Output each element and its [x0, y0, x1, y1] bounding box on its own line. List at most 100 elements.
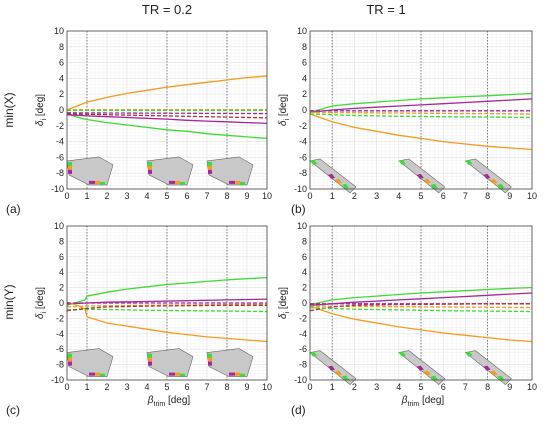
control-surface-magenta: [328, 365, 335, 371]
y-tick-label: -10: [51, 375, 64, 385]
control-surface-green: [430, 183, 438, 189]
x-tick-label: 7: [463, 382, 468, 392]
x-tick-label: 1: [84, 382, 89, 392]
x-tick-label: 2: [104, 382, 109, 392]
y-tick-label: 4: [302, 267, 307, 277]
x-tick-label: 10: [527, 191, 537, 201]
x-tick-label: 3: [374, 382, 379, 392]
x-tick-label: 0: [64, 191, 69, 201]
x-tick-label: 0: [307, 191, 312, 201]
x-tick-label: 5: [164, 191, 169, 201]
x-tick-label: 2: [352, 191, 357, 201]
y-tick-label: -4: [56, 137, 64, 147]
y-tick-label: -6: [56, 152, 64, 162]
y-tick-label: -6: [56, 344, 64, 354]
control-surface-magenta: [68, 361, 72, 366]
y-tick-label: -2: [56, 121, 64, 131]
axes-frame: [66, 30, 268, 190]
control-surface-magenta: [483, 365, 491, 371]
control-surface-orange: [95, 372, 100, 376]
y-tick-label: 8: [59, 236, 64, 246]
wing-inset: [66, 156, 114, 186]
x-tick-label: 5: [418, 382, 423, 392]
series-line-darkred-dashed: [309, 303, 532, 312]
control-surface-green: [148, 353, 152, 358]
control-surface-magenta: [89, 372, 95, 376]
y-tick-label: 10: [54, 26, 64, 36]
x-tick-label: 0: [307, 382, 312, 392]
y-tick-label: -6: [299, 344, 307, 354]
y-tick-label: -2: [299, 313, 307, 323]
x-tick-label: 6: [184, 191, 189, 201]
control-surface-orange: [490, 178, 498, 184]
control-surface-green: [398, 159, 406, 165]
series-line-green: [66, 276, 268, 306]
series-line-magenta: [66, 114, 268, 125]
x-tick-label: 9: [244, 191, 249, 201]
control-surface-orange: [423, 370, 431, 376]
axes-frame: [66, 225, 268, 381]
x-tick-label: 10: [527, 382, 537, 392]
control-surface-green: [240, 181, 245, 185]
y-tick-label: 10: [297, 221, 307, 231]
x-tick-label: 10: [262, 191, 272, 201]
control-surface-orange: [235, 372, 240, 376]
control-surface-magenta: [483, 173, 491, 179]
wing-shape: [146, 156, 194, 186]
panel-label-b: (b): [291, 202, 306, 216]
series-line-orange: [309, 305, 533, 343]
control-surface-green: [180, 181, 185, 185]
control-surface-magenta: [208, 169, 212, 174]
y-tick-label: 6: [302, 58, 307, 68]
control-surface-magenta: [68, 169, 72, 174]
control-surface-orange: [68, 357, 72, 362]
series-line-green: [309, 92, 533, 114]
y-tick-label: 8: [302, 236, 307, 246]
control-surface-green: [497, 183, 505, 189]
x-tick-label: 0: [64, 382, 69, 392]
x-tick-label: 8: [224, 382, 229, 392]
control-surface-magenta: [169, 372, 175, 376]
x-tick-label: 4: [396, 382, 401, 392]
control-surface-orange: [95, 180, 100, 184]
control-surface-orange: [208, 165, 212, 170]
control-surface-green: [240, 373, 245, 377]
x-axis-label: βtrim [deg]: [401, 395, 445, 408]
row-label-min-y: min(Y): [2, 284, 16, 319]
series-line-magenta: [309, 292, 533, 306]
control-surface-magenta: [89, 180, 95, 184]
wing-shape: [206, 156, 254, 186]
x-tick-label: 6: [184, 382, 189, 392]
control-surface-green: [465, 351, 473, 357]
wing-inset: [398, 158, 446, 194]
panel-a: 0 1 2 3 4 5 6 7 8 9 10 -10 -8 -6 -4 -2 0 2 4 6 8 10 δi [deg]: [35, 26, 272, 201]
wing-inset: [309, 350, 357, 386]
control-surface-orange: [148, 357, 152, 362]
series-line-green-dashed: [66, 308, 268, 313]
control-surface-green: [148, 161, 152, 166]
y-tick-label: -8: [299, 168, 307, 178]
control-surface-magenta: [229, 180, 235, 184]
x-tick-label: 5: [164, 382, 169, 392]
series-line-orange-dashed: [309, 111, 533, 115]
x-tick-label: 3: [124, 382, 129, 392]
y-tick-label: 6: [59, 252, 64, 262]
x-tick-label: 3: [374, 191, 379, 201]
control-surface-orange: [335, 370, 342, 376]
x-tick-label: 8: [485, 382, 490, 392]
x-tick-label: 9: [244, 382, 249, 392]
control-surface-magenta: [169, 180, 175, 184]
x-tick-label: 1: [330, 191, 335, 201]
y-tick-label: 10: [54, 221, 64, 231]
control-surface-orange: [208, 357, 212, 362]
wing-inset: [146, 348, 194, 377]
y-tick-label: 6: [302, 252, 307, 262]
x-tick-label: 3: [124, 191, 129, 201]
series-line-orange: [66, 75, 268, 111]
control-surface-green: [208, 161, 212, 166]
y-tick-label: -10: [51, 184, 64, 194]
control-surface-orange: [235, 180, 240, 184]
y-tick-label: 2: [302, 283, 307, 293]
y-tick-label: -4: [299, 329, 307, 339]
